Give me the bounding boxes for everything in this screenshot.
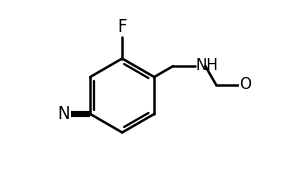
- Text: F: F: [118, 18, 127, 36]
- Text: O: O: [239, 78, 251, 92]
- Text: NH: NH: [196, 58, 219, 73]
- Text: N: N: [58, 105, 70, 123]
